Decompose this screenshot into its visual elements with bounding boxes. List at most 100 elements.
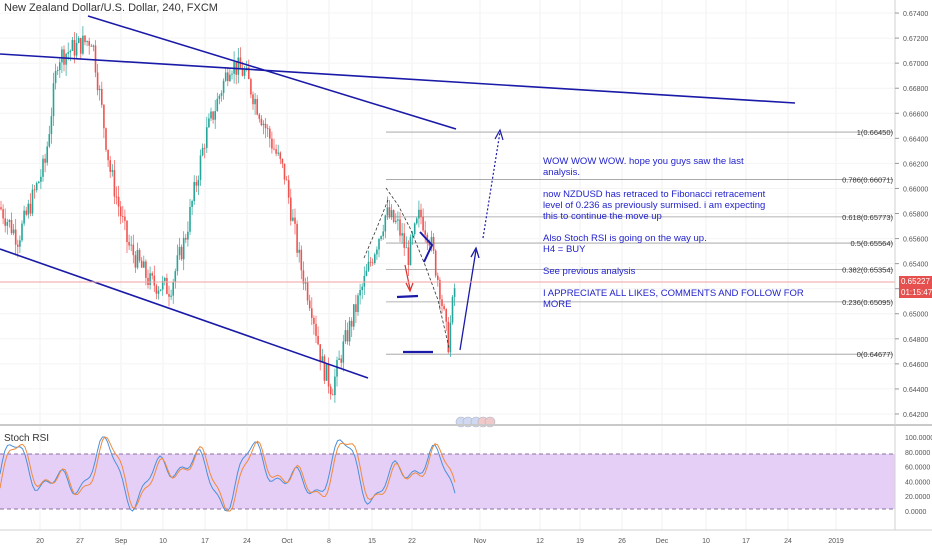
target-arrow-head bbox=[494, 128, 504, 141]
candle-body bbox=[203, 147, 206, 149]
candle-body bbox=[430, 237, 433, 246]
candle-body bbox=[80, 37, 82, 54]
candle-body bbox=[193, 182, 195, 202]
up-arrow bbox=[459, 249, 477, 351]
candle-body bbox=[12, 229, 15, 234]
candle-body bbox=[275, 149, 277, 154]
trendline bbox=[0, 53, 796, 104]
note-line: See previous analysis bbox=[543, 266, 636, 277]
candle-body bbox=[75, 42, 78, 56]
candle-body bbox=[210, 111, 212, 119]
projection-path bbox=[363, 199, 389, 259]
candle-body bbox=[153, 275, 156, 286]
candle-body bbox=[449, 322, 452, 353]
candle-body bbox=[132, 244, 135, 256]
y-tick-label: 0.65600 bbox=[903, 237, 928, 244]
candle-body bbox=[411, 234, 414, 238]
y-tick-label: 0.66800 bbox=[903, 86, 928, 93]
candle-body bbox=[319, 344, 321, 362]
candle-body bbox=[285, 179, 288, 181]
candle-body bbox=[105, 128, 107, 150]
stoch-d-line bbox=[0, 436, 456, 512]
candle-body bbox=[77, 37, 80, 43]
candle-body bbox=[405, 247, 408, 249]
candle-body bbox=[424, 230, 426, 235]
y-tick-label: 0.64400 bbox=[903, 387, 928, 394]
candle-body bbox=[19, 240, 21, 247]
candle-body bbox=[180, 246, 183, 260]
candle-body bbox=[355, 304, 357, 312]
candle-body bbox=[195, 182, 198, 186]
candle-body bbox=[290, 197, 292, 221]
candle-body bbox=[71, 39, 74, 51]
candle-body bbox=[33, 189, 36, 191]
stoch-tick-label: 80.0000 bbox=[905, 450, 930, 457]
down-arrow-head bbox=[405, 282, 414, 293]
candle-body bbox=[371, 262, 374, 264]
fib-label: 0(0.64677) bbox=[857, 350, 894, 359]
candle-body bbox=[374, 254, 376, 264]
candle-body bbox=[317, 335, 319, 345]
candle-body bbox=[369, 261, 372, 263]
candle-body bbox=[161, 280, 164, 290]
candle-body bbox=[392, 210, 395, 222]
candle-body bbox=[52, 83, 55, 117]
indicator-title: Stoch RSI bbox=[4, 433, 50, 444]
candle-body bbox=[44, 158, 46, 163]
candle-body bbox=[363, 275, 366, 287]
candle-body bbox=[283, 163, 286, 180]
candle-body bbox=[17, 244, 19, 247]
candle-body bbox=[409, 237, 412, 266]
candle-body bbox=[149, 273, 151, 286]
candle-body bbox=[115, 196, 118, 198]
candle-body bbox=[222, 80, 225, 94]
candle-body bbox=[227, 72, 229, 82]
candle-body bbox=[294, 217, 296, 224]
candle-body bbox=[159, 289, 162, 291]
candle-body bbox=[46, 146, 48, 163]
candle-body bbox=[2, 209, 4, 219]
candle-body bbox=[281, 158, 284, 164]
candle-body bbox=[443, 306, 445, 310]
candle-body bbox=[224, 72, 227, 81]
candle-body bbox=[201, 147, 204, 156]
candle-body bbox=[214, 111, 216, 120]
down-arrow bbox=[404, 264, 411, 290]
price-pane: 1(0.66450) 0.786(0.66071) 0.618(0.65773) 0.… bbox=[0, 0, 895, 530]
candle-body bbox=[327, 363, 330, 387]
price-axis[interactable]: 0.67400 0.67200 0.67000 0.66800 0.66600 0.664… bbox=[895, 11, 928, 419]
candle-body bbox=[31, 189, 34, 214]
y-tick-label: 0.66000 bbox=[903, 186, 928, 193]
candle-body bbox=[376, 249, 378, 255]
candle-body bbox=[279, 152, 282, 159]
stoch-axis[interactable]: 100.0000 80.0000 60.0000 40.0000 20.0000 0.00… bbox=[905, 435, 932, 516]
time-axis[interactable]: 20 27 Sep 10 17 24 Oct 8 15 22 Nov 12 19 26 Dec 10 17 24 2… bbox=[36, 538, 844, 545]
candle-body bbox=[176, 255, 179, 272]
fib-label: 0.786(0.66071) bbox=[842, 176, 893, 185]
candle-body bbox=[155, 285, 158, 294]
candle-body bbox=[258, 114, 261, 119]
candle-body bbox=[10, 220, 13, 234]
x-tick-label: 17 bbox=[201, 538, 209, 545]
x-tick-label: 27 bbox=[76, 538, 84, 545]
candle-body bbox=[61, 49, 63, 63]
candle-body bbox=[336, 359, 338, 377]
candle-body bbox=[250, 79, 252, 95]
candle-body bbox=[359, 290, 361, 296]
note-line: this to continue the move up bbox=[543, 211, 662, 222]
note-line: Also Stoch RSI is going on the way up. bbox=[543, 233, 707, 244]
candle-body bbox=[94, 45, 97, 73]
support-mark bbox=[396, 294, 419, 299]
candle-body bbox=[212, 111, 214, 120]
candle-body bbox=[386, 207, 389, 216]
trendline bbox=[87, 15, 457, 130]
candle-body bbox=[48, 134, 51, 147]
x-tick-label: 12 bbox=[536, 538, 544, 545]
candle-body bbox=[273, 148, 275, 150]
candle-body bbox=[277, 152, 279, 154]
candle-body bbox=[128, 242, 130, 246]
candle-body bbox=[199, 155, 202, 180]
candle-body bbox=[413, 223, 416, 235]
candle-body bbox=[88, 41, 90, 46]
